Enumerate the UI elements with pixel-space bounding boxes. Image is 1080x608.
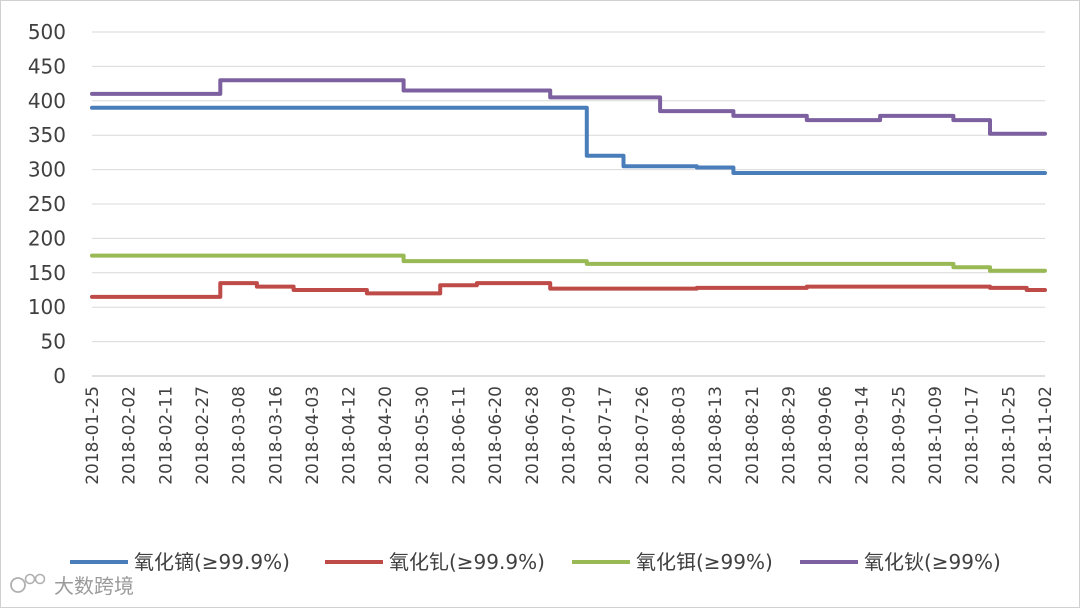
x-tick-label: 2018-11-02 — [1036, 386, 1056, 485]
y-tick-label: 450 — [28, 54, 66, 78]
x-tick-label: 2018-04-12 — [340, 386, 360, 485]
legend-label-1: 氧化钆(≥99.9%) — [389, 550, 545, 574]
y-tick-label: 150 — [28, 261, 66, 285]
series-line-3 — [90, 78, 1047, 136]
watermark-text: 大数跨境 — [54, 574, 134, 598]
watermark-logo-icon — [10, 573, 46, 593]
legend-label-0: 氧化镝(≥99.9%) — [134, 550, 290, 574]
x-tick-label: 2018-03-08 — [230, 386, 250, 485]
y-tick-label: 100 — [28, 295, 66, 319]
x-tick-label: 2018-10-17 — [963, 386, 983, 485]
x-tick-label: 2018-10-25 — [999, 386, 1019, 485]
y-tick-label: 50 — [41, 330, 66, 354]
gridlines — [92, 31, 1045, 377]
x-tick-label: 2018-08-21 — [743, 386, 763, 485]
series-line-0 — [90, 105, 1047, 175]
series-lines — [90, 78, 1047, 299]
x-tick-label: 2018-04-20 — [376, 386, 396, 485]
series-line-1 — [90, 281, 1047, 299]
x-tick-label: 2018-07-26 — [633, 386, 653, 485]
watermark: 大数跨境 — [10, 573, 134, 598]
x-tick-label: 2018-09-25 — [889, 386, 909, 485]
legend-label-3: 氧化钬(≥99%) — [864, 550, 1001, 574]
y-tick-label: 0 — [53, 364, 66, 388]
x-tick-label: 2018-08-29 — [779, 386, 799, 485]
x-tick-label: 2018-09-06 — [816, 386, 836, 485]
x-tick-label: 2018-10-09 — [926, 386, 946, 485]
y-tick-label: 200 — [28, 226, 66, 250]
x-tick-label: 2018-08-13 — [706, 386, 726, 485]
x-tick-label: 2018-07-09 — [560, 386, 580, 485]
x-tick-label: 2018-06-28 — [523, 386, 543, 485]
x-tick-label: 2018-02-02 — [120, 386, 140, 485]
x-tick-label: 2018-01-25 — [83, 386, 103, 485]
y-tick-label: 400 — [28, 89, 66, 113]
y-tick-label: 250 — [28, 192, 66, 216]
x-tick-label: 2018-04-03 — [303, 386, 323, 485]
y-tick-label: 500 — [28, 20, 66, 44]
series-line-2 — [90, 253, 1047, 273]
x-tick-label: 2018-06-11 — [450, 386, 470, 485]
legend: 氧化镝(≥99.9%) 氧化钆(≥99.9%) 氧化铒(≥99%) 氧化钬(≥99%) — [70, 550, 1001, 574]
x-tick-label: 2018-06-20 — [486, 386, 506, 485]
x-axis-ticks: 2018-01-25 2018-02-02 2018-02-11 2018-02-27… — [83, 386, 1056, 485]
y-tick-label: 300 — [28, 158, 66, 182]
x-tick-label: 2018-09-14 — [853, 386, 873, 485]
x-tick-label: 2018-02-11 — [156, 386, 176, 485]
x-tick-label: 2018-02-27 — [193, 386, 213, 485]
legend-label-2: 氧化铒(≥99%) — [636, 550, 773, 574]
y-axis-ticks: 0 50 100 150 200 250 300 350 400 450 500 — [28, 20, 66, 388]
x-tick-label: 2018-05-30 — [413, 386, 433, 485]
x-tick-label: 2018-08-03 — [669, 386, 689, 485]
x-tick-label: 2018-07-17 — [596, 386, 616, 485]
x-tick-label: 2018-03-16 — [266, 386, 286, 485]
y-tick-label: 350 — [28, 123, 66, 147]
